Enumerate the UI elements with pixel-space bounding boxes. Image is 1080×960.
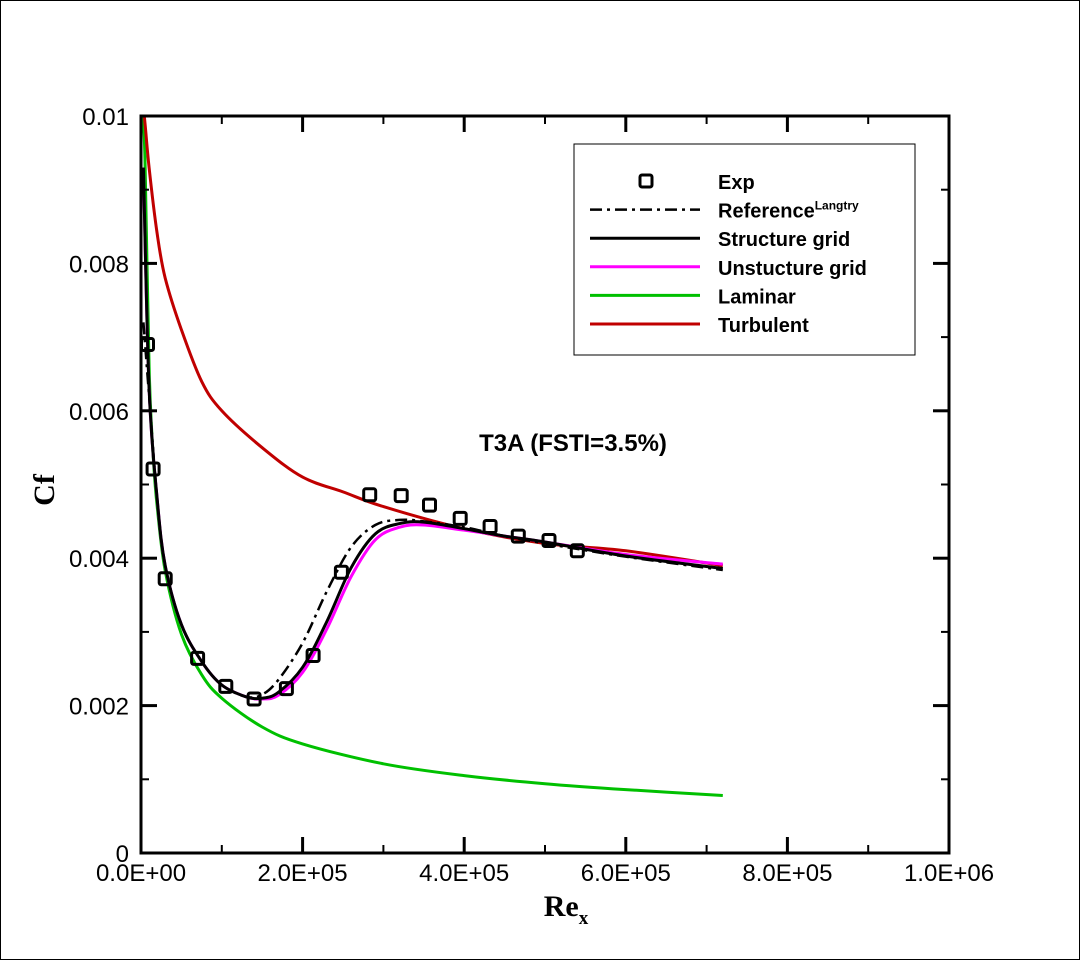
legend-entry-unstucture-grid: Unstucture grid <box>590 258 867 280</box>
series-line-turbulent <box>142 116 724 568</box>
legend-marker-exp <box>638 173 654 189</box>
exp-data-point <box>246 691 262 707</box>
x-axis-title: Rex <box>544 890 589 929</box>
x-tick-label: 2.0E+05 <box>258 860 348 887</box>
exp-data-point <box>305 648 321 663</box>
series-layer <box>141 116 724 797</box>
exp-data-point <box>452 510 468 526</box>
legend-entry-turbulent: Turbulent <box>590 315 809 337</box>
x-tick-label: 4.0E+05 <box>419 860 509 887</box>
legend-entry-laminar: Laminar <box>590 286 796 308</box>
exp-data-point <box>278 681 294 697</box>
y-tick-label: 0.008 <box>69 251 129 278</box>
legend-entry-structure-grid: Structure grid <box>590 229 850 251</box>
exp-data-point <box>510 528 526 544</box>
y-axis-title: Cf <box>28 473 61 506</box>
legend-label: Turbulent <box>718 315 809 337</box>
exp-data-point <box>482 519 498 534</box>
chart-annotation: T3A (FSTI=3.5%) <box>479 430 667 457</box>
ticks-layer: 0.0E+00 2.0E+05 4.0E+05 6.0E+05 8.0E+05 1.0E+… <box>69 104 994 887</box>
x-axis-label-subscript: x <box>579 908 589 929</box>
y-tick-label: 0.01 <box>82 104 129 131</box>
legend-label: Exp <box>718 172 755 194</box>
y-tick-label: 0.006 <box>69 399 129 426</box>
y-tick-label: 0.002 <box>69 694 129 721</box>
legend-label-superscript: Langtry <box>815 199 859 213</box>
exp-data-point <box>569 543 585 559</box>
exp-data-point <box>333 564 349 580</box>
y-tick-label: 0.004 <box>69 546 129 573</box>
exp-data-point <box>157 571 173 587</box>
series-line-reference-langtry <box>142 322 723 699</box>
x-tick-label: 1.0E+06 <box>904 860 994 887</box>
x-axis-label: Re <box>544 890 579 923</box>
exp-data-point <box>145 461 161 477</box>
x-tick-label: 0.0E+00 <box>96 860 186 887</box>
legend-label: Laminar <box>718 286 796 308</box>
legend-box <box>573 143 916 356</box>
x-tick-label: 8.0E+05 <box>742 860 832 887</box>
exp-data-point <box>393 488 409 504</box>
x-tick-label: 6.0E+05 <box>581 860 671 887</box>
legend-entry-exp: Exp <box>638 172 755 194</box>
legend-label: Unstucture grid <box>718 258 867 280</box>
exp-data-point <box>541 533 557 548</box>
exp-data-point <box>190 650 206 666</box>
exp-data-point <box>362 487 378 503</box>
y-tick-label: 0 <box>116 841 129 868</box>
exp-data-point <box>218 678 234 694</box>
exp-markers-layer <box>140 337 585 707</box>
legend-label: Structure grid <box>718 229 850 251</box>
exp-data-point <box>422 497 437 513</box>
